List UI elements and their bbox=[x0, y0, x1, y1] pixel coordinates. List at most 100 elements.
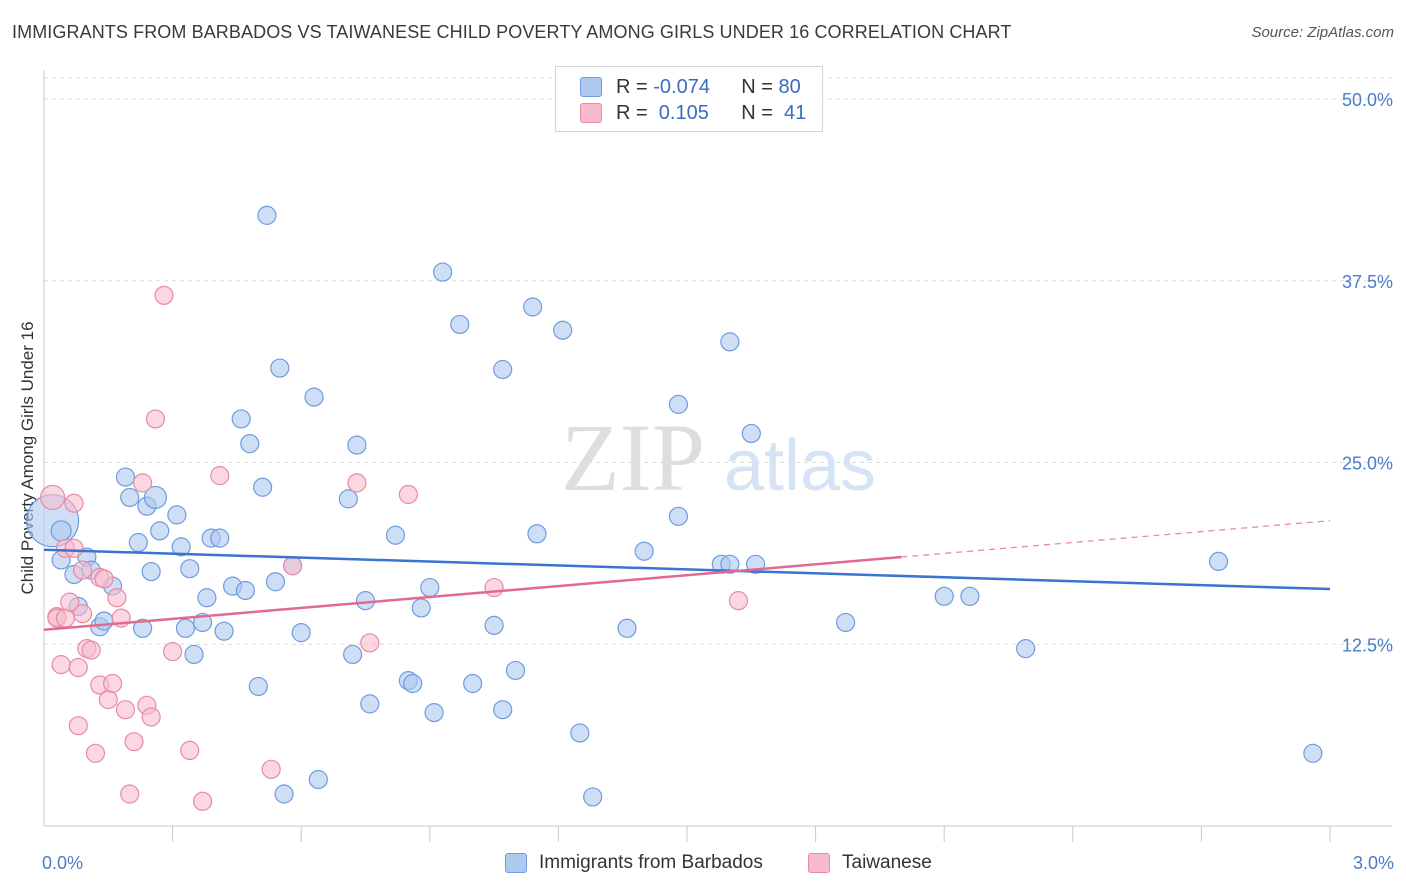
point-taiwanese bbox=[154, 285, 174, 305]
point-barbados bbox=[960, 586, 980, 606]
point-barbados bbox=[270, 358, 290, 378]
series-label-taiwanese: Taiwanese bbox=[842, 852, 932, 873]
series-legend-taiwanese: Taiwanese bbox=[808, 852, 932, 874]
point-taiwanese bbox=[64, 493, 84, 513]
point-barbados bbox=[617, 618, 637, 638]
point-barbados bbox=[274, 784, 294, 804]
legend-r-label: R = bbox=[616, 75, 654, 98]
point-barbados bbox=[570, 723, 590, 743]
point-barbados bbox=[523, 297, 543, 317]
point-barbados bbox=[120, 487, 140, 508]
y-tick-label: 25.0% bbox=[1342, 454, 1393, 474]
point-taiwanese bbox=[107, 588, 127, 608]
point-barbados bbox=[338, 489, 358, 509]
series-swatch-taiwanese bbox=[808, 853, 830, 873]
point-barbados bbox=[934, 586, 954, 606]
watermark-zip: ZIP bbox=[561, 404, 705, 511]
legend-row-barbados: R = -0.074 N = 80 bbox=[580, 74, 801, 100]
point-barbados bbox=[668, 506, 689, 526]
point-taiwanese bbox=[210, 466, 230, 486]
y-tick-label: 12.5% bbox=[1342, 635, 1393, 655]
point-barbados bbox=[505, 660, 526, 681]
point-barbados bbox=[291, 623, 311, 643]
series-legend: Immigrants from Barbados Taiwanese bbox=[0, 852, 1406, 878]
point-barbados bbox=[235, 580, 256, 601]
legend-r-value: 0.105 bbox=[653, 101, 709, 124]
point-barbados bbox=[360, 694, 380, 714]
y-tick-label: 37.5% bbox=[1342, 272, 1393, 292]
trend-lines bbox=[43, 520, 1331, 631]
point-barbados bbox=[132, 618, 153, 638]
point-taiwanese bbox=[484, 577, 504, 598]
point-taiwanese bbox=[102, 673, 123, 694]
point-barbados bbox=[253, 477, 273, 497]
legend-r-label: R = bbox=[616, 101, 654, 124]
point-barbados bbox=[463, 673, 483, 694]
point-taiwanese bbox=[85, 743, 106, 763]
point-barbados bbox=[836, 612, 856, 633]
point-barbados bbox=[231, 409, 251, 429]
point-barbados bbox=[411, 598, 431, 618]
point-barbados bbox=[128, 532, 148, 553]
point-barbados bbox=[214, 621, 234, 641]
point-barbados bbox=[343, 644, 363, 665]
point-barbados bbox=[1016, 639, 1036, 659]
axes bbox=[43, 70, 1392, 842]
point-taiwanese bbox=[68, 657, 88, 678]
point-barbados bbox=[347, 435, 367, 455]
point-barbados bbox=[450, 314, 470, 335]
trend-line-barbados bbox=[43, 548, 1331, 591]
point-barbados bbox=[115, 467, 136, 487]
point-taiwanese bbox=[55, 608, 76, 628]
point-barbados bbox=[94, 611, 114, 631]
point-barbados bbox=[527, 524, 547, 544]
point-barbados bbox=[420, 577, 440, 598]
point-taiwanese bbox=[64, 538, 84, 558]
point-taiwanese bbox=[283, 556, 303, 576]
point-barbados bbox=[143, 485, 168, 510]
series-label-barbados: Immigrants from Barbados bbox=[539, 852, 763, 873]
point-taiwanese bbox=[68, 716, 88, 736]
point-taiwanese bbox=[347, 473, 367, 493]
point-barbados bbox=[210, 528, 230, 548]
point-barbados bbox=[493, 700, 513, 720]
point-taiwanese bbox=[60, 592, 80, 612]
point-taiwanese bbox=[145, 409, 166, 429]
point-taiwanese bbox=[163, 641, 183, 662]
point-barbados bbox=[257, 205, 277, 225]
point-taiwanese bbox=[115, 700, 136, 720]
point-barbados bbox=[741, 423, 761, 444]
trend-line-taiwanese bbox=[43, 555, 902, 631]
stats-legend: R = -0.074 N = 80 R = 0.105 N = 41 bbox=[555, 66, 823, 132]
legend-n-label: N = bbox=[741, 101, 779, 124]
series-swatch-barbados bbox=[505, 853, 527, 873]
legend-swatch-taiwanese bbox=[580, 103, 602, 123]
point-taiwanese bbox=[141, 707, 161, 727]
point-taiwanese bbox=[98, 689, 118, 710]
point-barbados bbox=[553, 320, 573, 340]
point-taiwanese bbox=[193, 791, 213, 811]
point-taiwanese bbox=[180, 740, 200, 761]
point-barbados bbox=[50, 520, 72, 542]
point-taiwanese bbox=[120, 784, 140, 804]
point-taiwanese bbox=[132, 473, 153, 493]
point-barbados bbox=[265, 572, 286, 592]
x-tick-label: 3.0% bbox=[1353, 853, 1394, 873]
point-barbados bbox=[720, 554, 740, 574]
point-barbados bbox=[355, 591, 376, 611]
point-barbados bbox=[493, 359, 513, 380]
point-barbados bbox=[668, 394, 689, 414]
point-taiwanese bbox=[81, 640, 101, 660]
point-barbados bbox=[184, 644, 204, 665]
legend-n-label: N = bbox=[741, 75, 779, 98]
x-tick-labels: 0.0% 3.0% bbox=[42, 853, 1394, 873]
point-barbados bbox=[385, 525, 406, 545]
legend-row-taiwanese: R = 0.105 N = 41 bbox=[580, 100, 806, 126]
point-barbados bbox=[304, 387, 324, 407]
point-taiwanese bbox=[261, 759, 281, 779]
point-taiwanese bbox=[728, 591, 749, 611]
trend-extension-taiwanese bbox=[901, 520, 1331, 558]
point-barbados bbox=[193, 612, 213, 633]
point-barbados bbox=[583, 787, 603, 807]
